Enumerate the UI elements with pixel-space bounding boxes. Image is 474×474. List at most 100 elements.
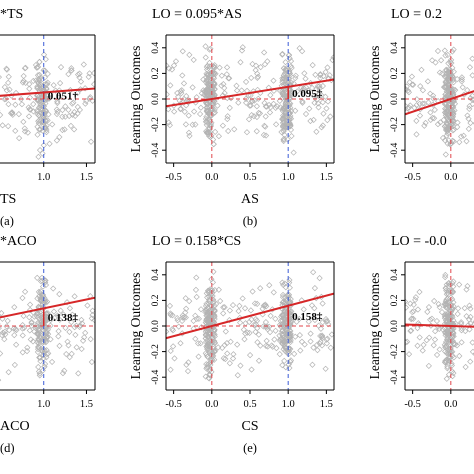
scatter-point [28,322,35,329]
scatter-point [34,343,42,351]
scatter-point [59,126,66,134]
scatter-point [39,283,47,290]
scatter-point [443,88,450,95]
scatter-point [206,59,213,66]
panel-title: *TS [0,7,23,22]
scatter-point [36,58,43,65]
scatter-point [37,335,44,342]
scatter-point [448,360,455,367]
scatter-point [320,110,327,117]
scatter-point [462,363,469,371]
scatter-point [279,341,286,348]
scatter-point [410,315,417,322]
scatter-point [299,98,306,105]
scatter-point [436,346,443,353]
x-tick-label: 1.0 [282,399,295,410]
scatter-point [324,318,331,325]
scatter-point [300,85,307,92]
scatter-point [458,327,465,334]
panel-a: 0.051† 1.0 1.5 *TS TS (a) [0,7,96,228]
scatter-point [226,104,233,111]
y-tick-label: -0.4 [151,142,161,157]
scatter-point [405,103,409,110]
scatter-point [48,358,56,366]
scatter-point [166,65,173,72]
scatter-point [329,56,334,64]
y-tick-label: 0.2 [390,294,400,306]
scatter-point [294,88,301,95]
panel-label: (d) [0,441,15,455]
scatter-point [68,319,75,326]
scatter-point [55,328,62,335]
scatter-point [41,363,48,370]
scatter-point [26,85,33,92]
scatter-point [209,338,216,346]
scatter-point [203,77,210,84]
scatter-point [418,66,425,73]
scatter-point [284,98,291,105]
scatter-point [419,347,426,354]
scatter-point [318,333,326,340]
scatter-point [89,311,95,319]
scatter-point [178,87,185,94]
scatter-point [20,77,27,85]
scatter-point [203,86,210,93]
scatter-point [90,81,95,88]
scatter-point [220,304,227,311]
scatter-point [82,329,89,336]
scatter-point [207,112,214,119]
plot-area [166,35,334,163]
scatter-point [226,317,233,324]
scatter-point [322,365,329,372]
scatter-point [430,95,437,102]
y-tick-label: 0.0 [390,93,400,105]
scatter-point [207,103,215,110]
scatter-point [226,307,233,314]
scatter-point [270,77,277,84]
scatter-point [408,73,416,80]
scatter-point [219,122,226,129]
scatter-point [464,112,471,119]
scatter-point [429,57,436,64]
scatter-point [458,133,465,140]
scatter-point [234,341,241,348]
scatter-point [185,112,192,119]
scatter-point [307,338,314,345]
scatter-point [450,303,457,310]
scatter-point [44,81,51,88]
scatter-point [302,75,309,82]
scatter-point [54,99,61,107]
scatter-point [215,344,222,351]
scatter-point [34,83,41,90]
scatter-points [0,274,95,382]
scatter-point [68,67,75,74]
scatter-point [288,315,295,322]
scatter-point [315,91,322,98]
scatter-point [217,297,224,305]
scatter-point [254,74,261,81]
scatter-point [280,339,287,346]
scatter-point [449,280,456,287]
scatter-point [62,324,69,331]
scatter-point [443,106,450,113]
scatter-point [35,363,42,371]
scatter-point [442,344,449,351]
scatter-point [455,305,462,312]
scatter-point [261,122,268,129]
scatter-point [442,329,449,337]
scatter-point [74,89,81,97]
scatter-point [10,325,17,332]
scatter-point [27,306,34,314]
x-tick-label: 0.5 [243,399,256,410]
scatter-point [449,102,456,109]
scatter-point [307,330,314,337]
scatter-point [78,345,85,353]
scatter-point [260,302,267,309]
scatter-point [446,73,453,80]
scatter-point [444,336,451,343]
scatter-point [192,335,199,342]
scatter-point [312,71,319,78]
scatter-point [186,132,193,139]
scatter-point [35,330,42,337]
y-tick-label: 0.2 [390,67,400,79]
